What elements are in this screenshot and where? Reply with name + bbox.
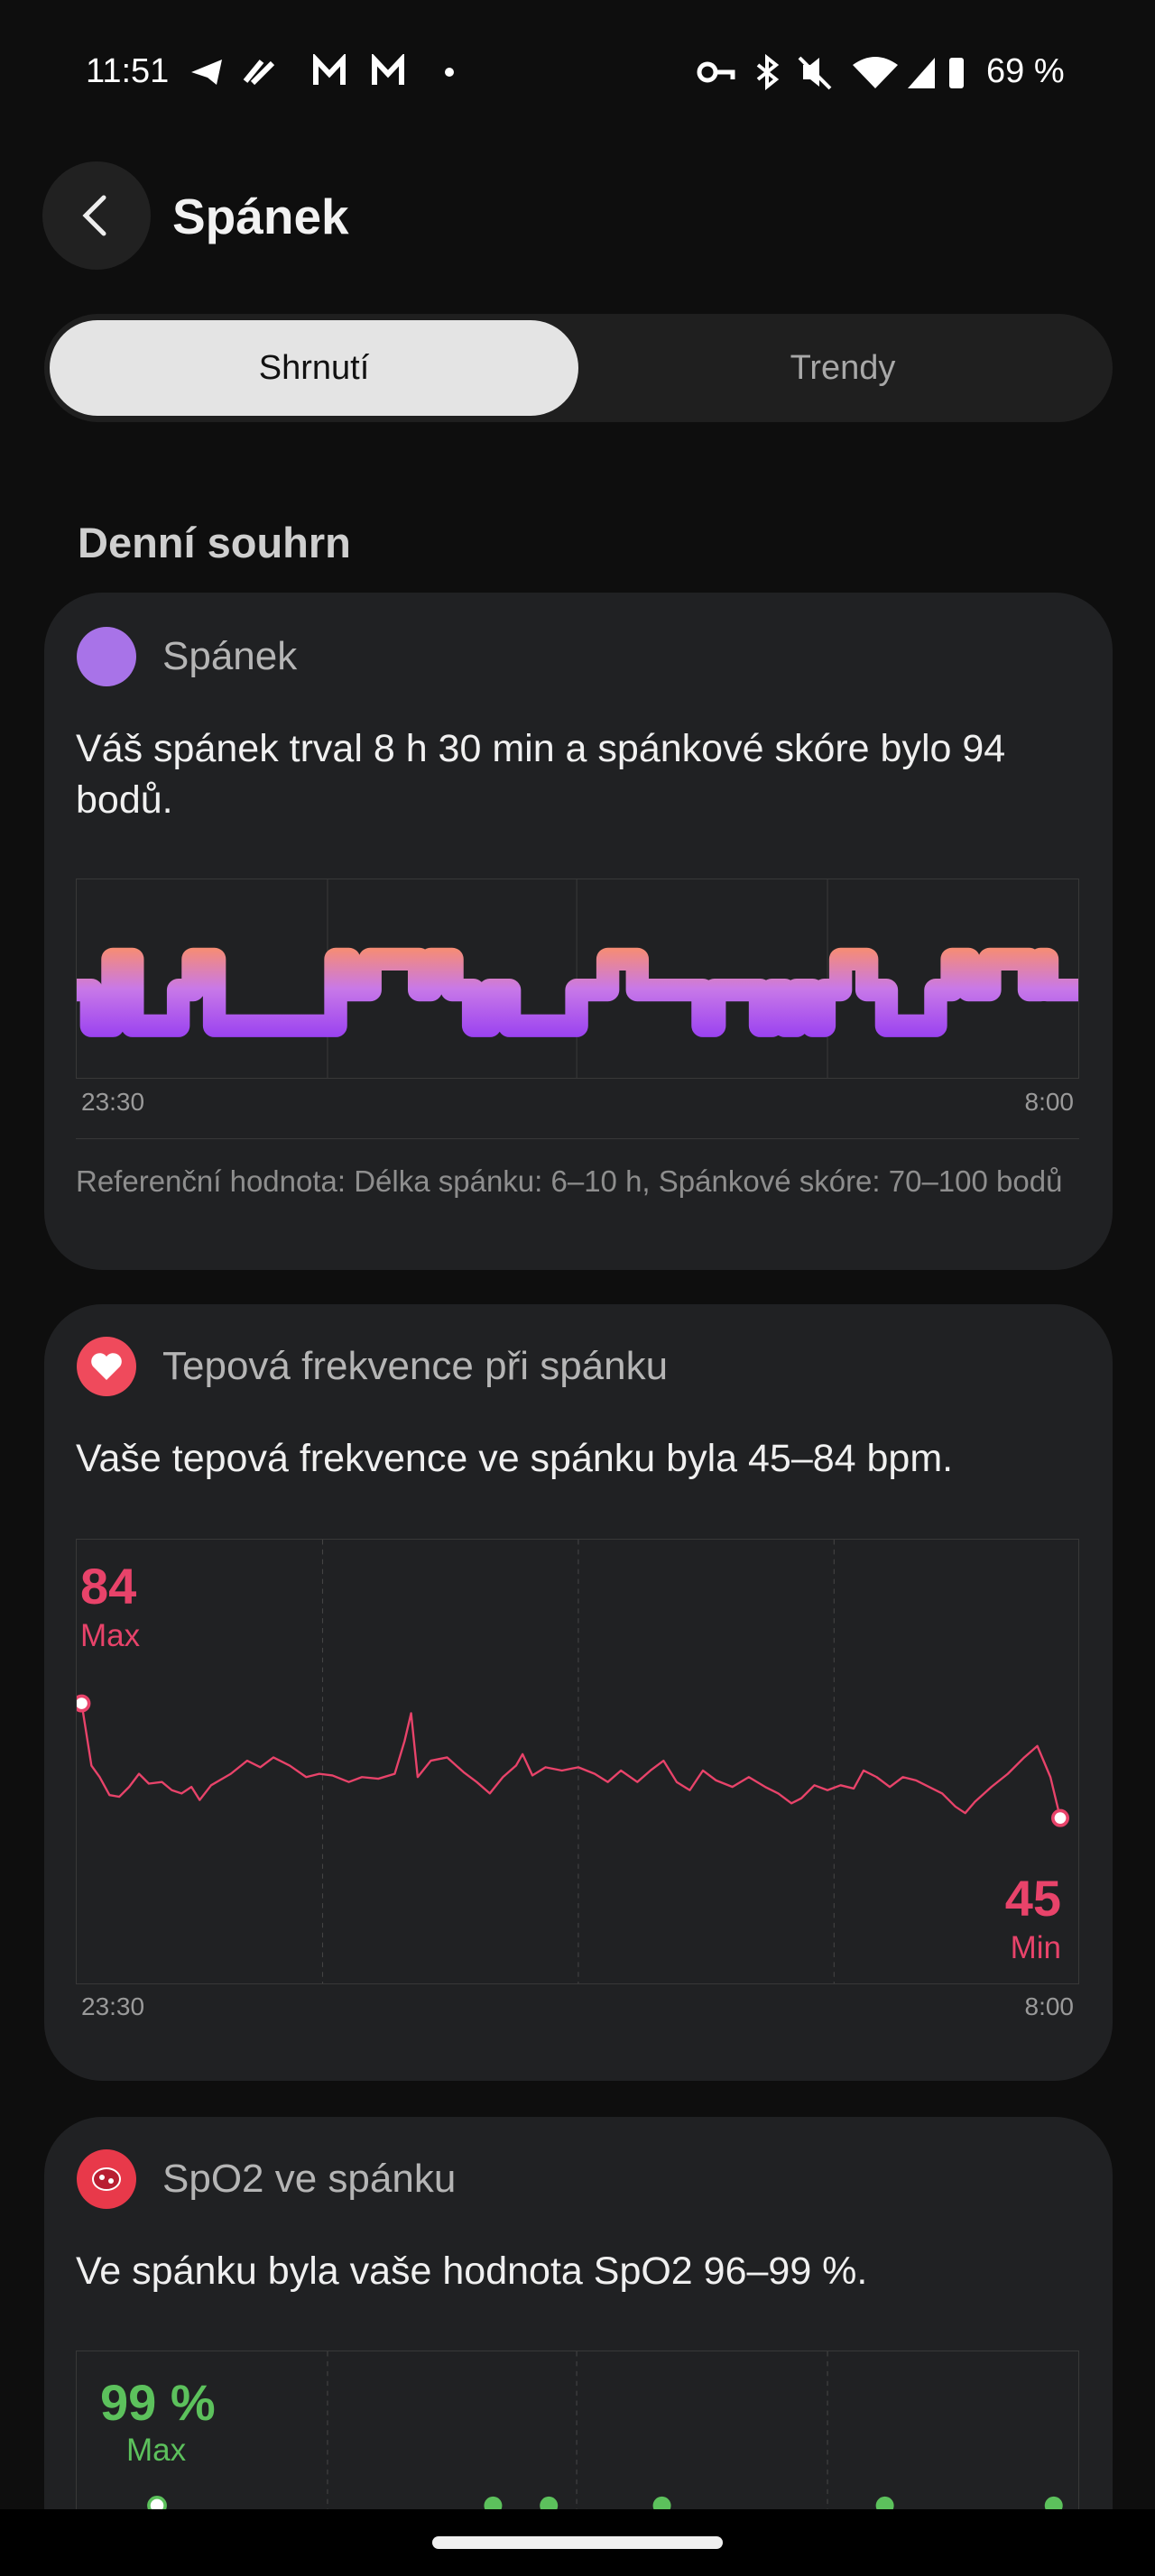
card-summary: Vaše tepová frekvence ve spánku byla 45–… xyxy=(76,1437,954,1480)
card-title: Tepová frekvence při spánku xyxy=(162,1344,669,1388)
card-summary: Váš spánek trval 8 h 30 min a spánkové s… xyxy=(76,727,1006,822)
divider xyxy=(76,1138,1079,1139)
sleep-icon xyxy=(77,627,136,686)
heart-rate-chart xyxy=(72,1539,1079,1984)
max-label: Max xyxy=(80,1618,141,1653)
x-start-label: 23:30 xyxy=(81,1088,145,1116)
max-value: 84 xyxy=(80,1558,137,1615)
min-value: 45 xyxy=(1004,1870,1061,1927)
card-title: SpO2 ve spánku xyxy=(162,2157,457,2201)
heart-rate-card[interactable]: Tepová frekvence při spánku Vaše tepová … xyxy=(44,1304,1113,2081)
status-right-icons xyxy=(697,53,964,91)
card-summary: Ve spánku byla vaše hodnota SpO2 96–99 %… xyxy=(76,2249,868,2293)
page-title: Spánek xyxy=(172,189,349,244)
heart-glyph xyxy=(91,1353,122,1380)
spo2-dots xyxy=(147,2351,1063,2516)
min-label: Min xyxy=(1010,1930,1061,1965)
spo2-card[interactable]: SpO2 ve spánku Ve spánku byla vaše hodno… xyxy=(44,2117,1113,2576)
reference-text: Referenční hodnota: Délka spánku: 6–10 h… xyxy=(76,1164,1063,1198)
tab[interactable]: Trendy xyxy=(790,349,896,387)
sleep-chart xyxy=(76,879,1079,1079)
sleep-card[interactable]: Spánek Váš spánek trval 8 h 30 min a spá… xyxy=(44,593,1113,1270)
status-time: 11:51 xyxy=(86,52,170,90)
status-battery: 69 % xyxy=(986,52,1065,90)
home-indicator[interactable] xyxy=(432,2536,723,2549)
tab-selected[interactable]: Shrnutí xyxy=(50,320,578,416)
heart-rate-line xyxy=(72,1540,1070,1983)
x-end-label: 8:00 xyxy=(1024,1088,1075,1116)
spo2-glyph xyxy=(92,2167,121,2191)
max-label: Max xyxy=(126,2433,187,2468)
hypnogram xyxy=(77,879,1078,1078)
x-end-label: 8:00 xyxy=(1024,1992,1075,2020)
back-button[interactable] xyxy=(42,161,151,270)
status-icons xyxy=(191,54,454,86)
max-value: 99 % xyxy=(100,2374,216,2431)
card-title: Spánek xyxy=(162,634,298,678)
section-title: Denní souhrn xyxy=(78,519,351,566)
x-start-label: 23:30 xyxy=(81,1992,145,2020)
